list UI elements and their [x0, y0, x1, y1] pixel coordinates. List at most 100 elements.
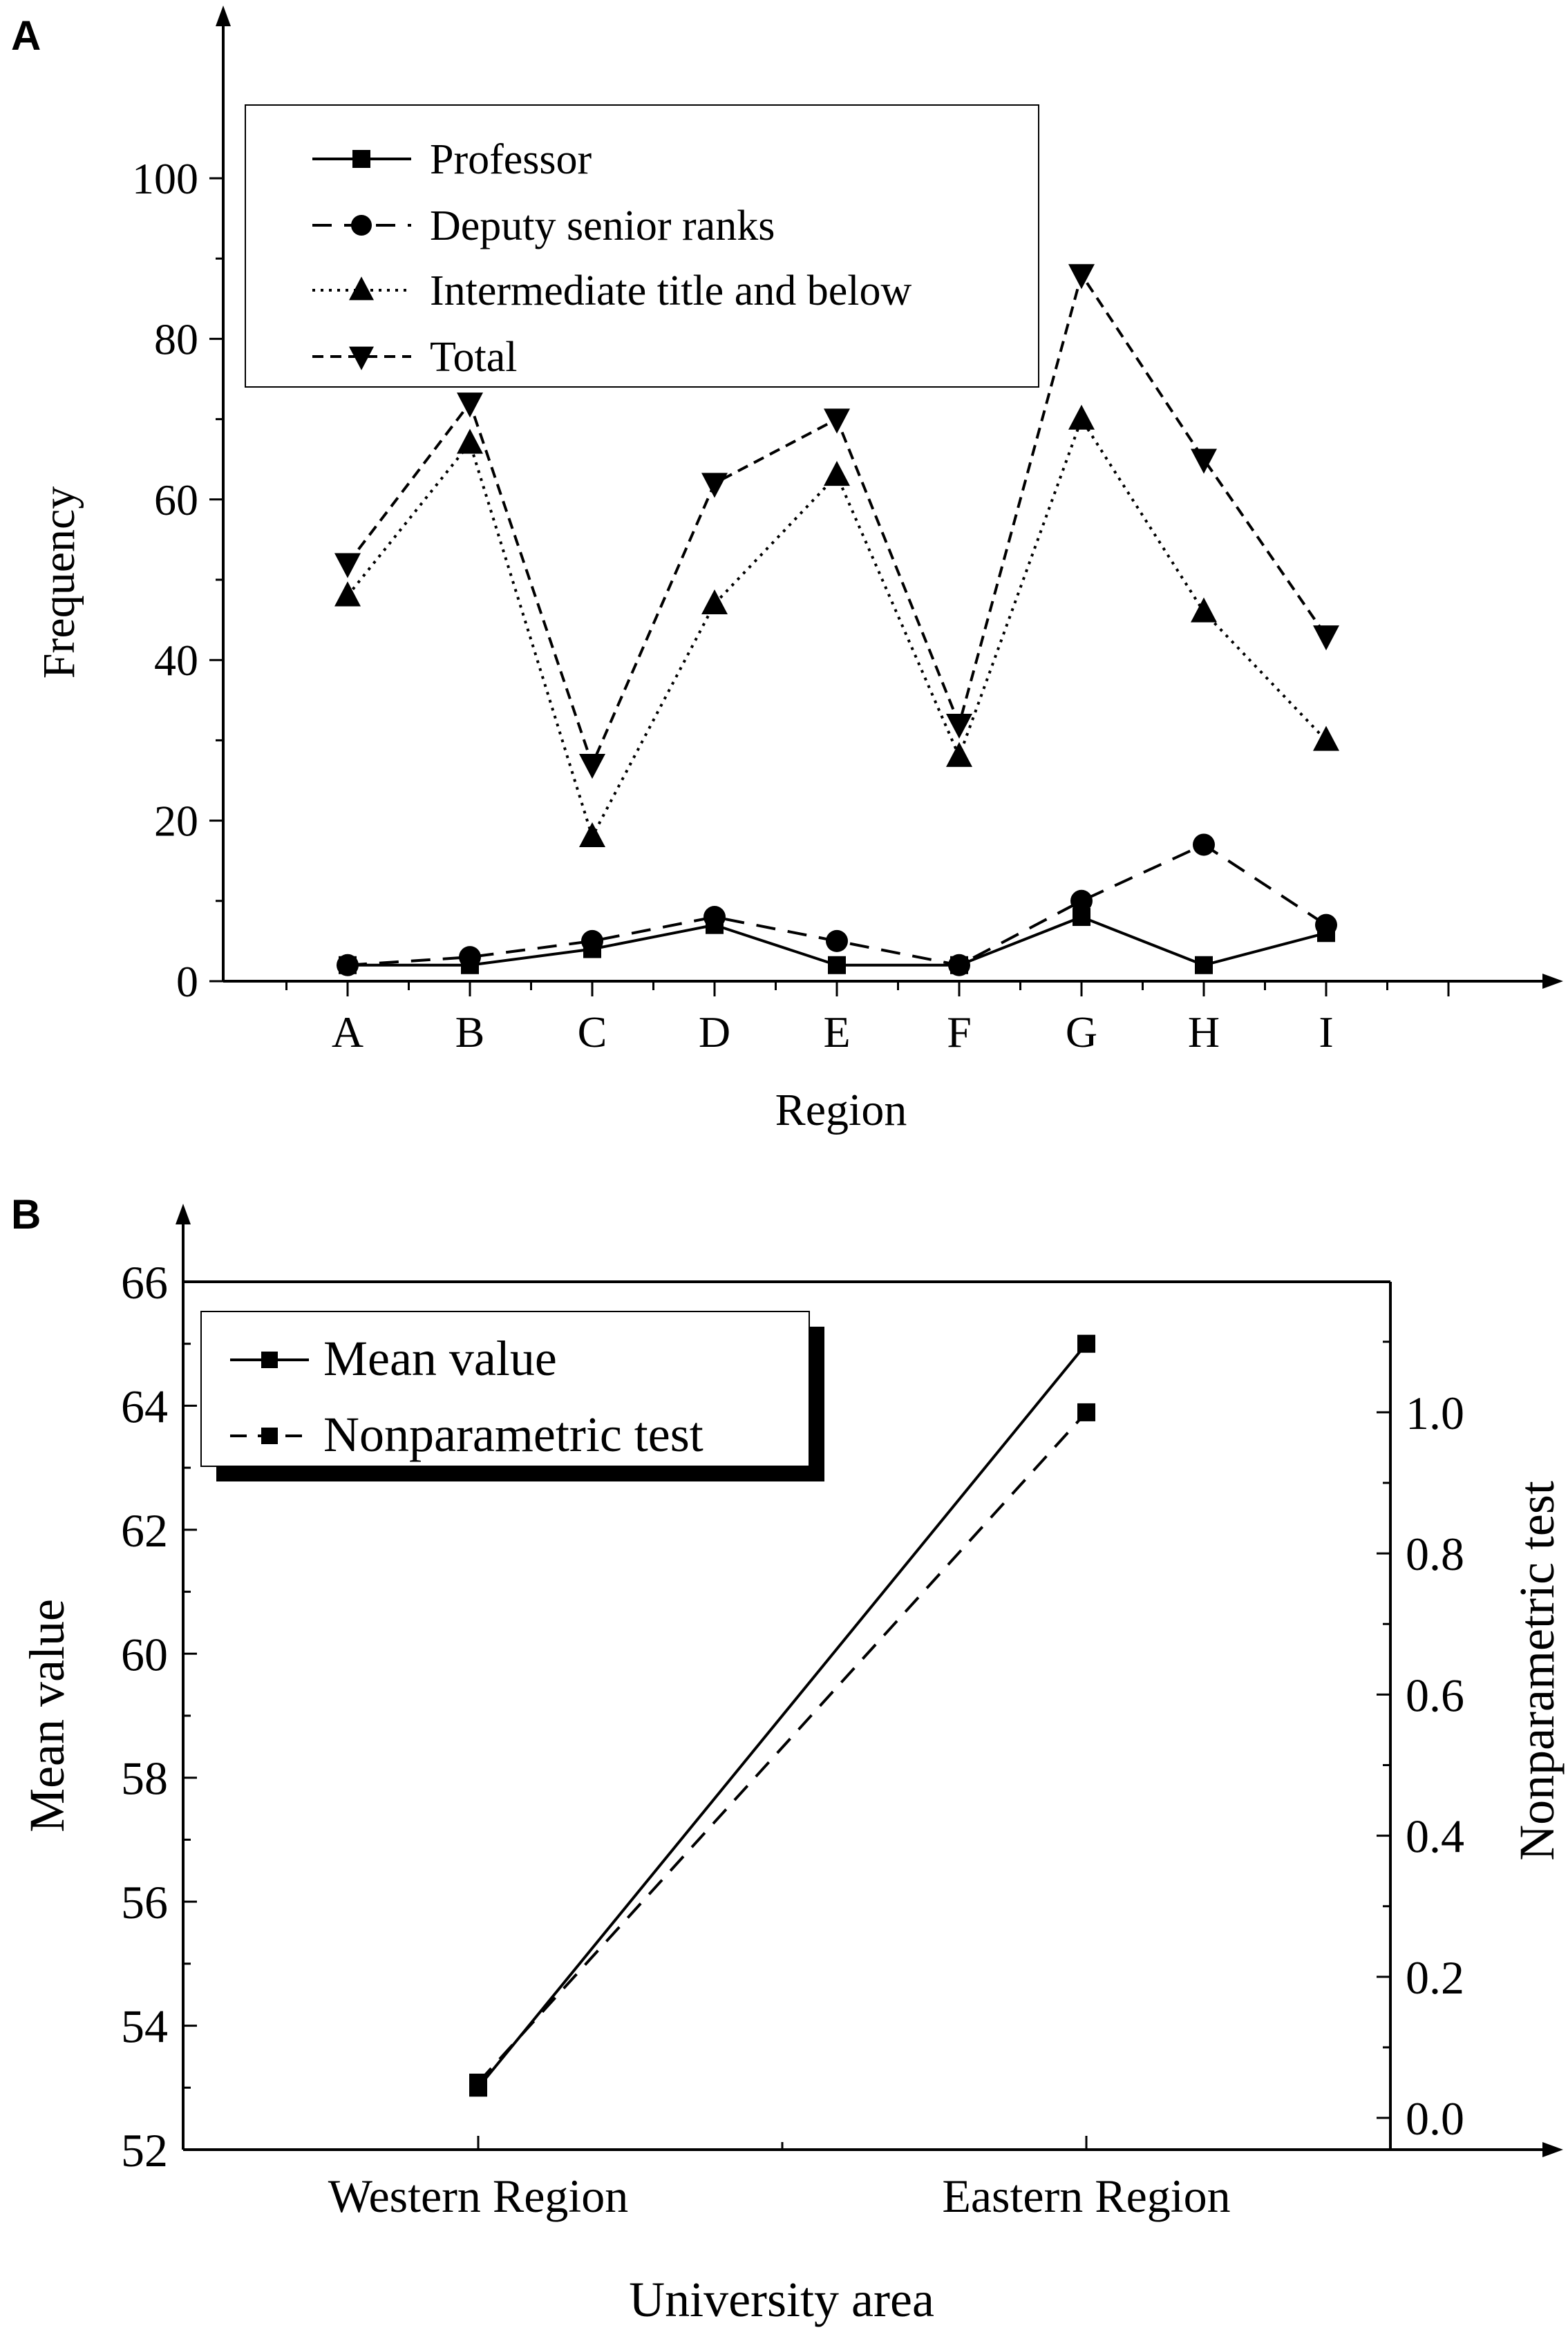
x-tick-label: E [823, 1007, 850, 1057]
data-point [1193, 833, 1215, 856]
data-point [1077, 1334, 1095, 1353]
legend-label: Professor [430, 136, 592, 183]
data-point [1313, 625, 1339, 651]
y-tick-label: 54 [121, 2000, 168, 2053]
x-tick-label: Eastern Region [942, 2170, 1230, 2222]
y-axis-arrow [216, 6, 231, 26]
series-line [477, 1411, 1088, 2084]
data-point [701, 589, 728, 615]
x-tick-label: B [455, 1007, 485, 1057]
data-point [1068, 264, 1095, 290]
x-tick-label: A [332, 1007, 363, 1057]
y-axis-arrow [176, 1204, 191, 1224]
series-deputy-senior-ranks [337, 833, 1337, 976]
data-point [1068, 404, 1095, 430]
panel-b-axes [176, 1204, 1563, 2157]
x-tick-label: H [1188, 1007, 1220, 1057]
square-marker [261, 1428, 278, 1444]
data-point [579, 754, 605, 779]
y-tick-label: 20 [154, 797, 198, 846]
legend-square-marker [352, 150, 370, 168]
data-point [334, 581, 361, 607]
y-tick-label: 56 [121, 1876, 168, 1929]
y2-tick-label: 0.4 [1406, 1810, 1464, 1863]
legend-item-nonparametric-test: Nonparametric test [230, 1407, 703, 1462]
y2-tick-label: 1.0 [1406, 1387, 1464, 1439]
legend-item-mean-value: Mean value [230, 1331, 557, 1386]
circle-marker [351, 215, 372, 236]
data-point [1315, 913, 1337, 936]
series-intermediate-title-and-below [334, 404, 1339, 848]
legend-label: Mean value [323, 1331, 557, 1386]
panel-a-y-ticks: 0 20 40 60 80 100 [132, 154, 223, 1006]
data-point [1191, 448, 1217, 474]
panel-b-legend: Mean value Nonparametric test [200, 1311, 824, 1481]
legend-triangle-up-marker [349, 276, 374, 301]
panel-a: A 0 20 40 60 80 100 A B C D E F G H I Region Frequenc… [11, 6, 1563, 1135]
y-tick-label: 80 [154, 314, 198, 363]
legend-square-marker [261, 1428, 278, 1444]
panel-a-legend: Professor Deputy senior ranks Intermedia… [245, 104, 1039, 388]
data-point [948, 954, 970, 976]
data-point [946, 741, 972, 767]
legend-item-deputy-senior-ranks: Deputy senior ranks [312, 202, 775, 249]
legend-label: Deputy senior ranks [430, 202, 775, 249]
y2-tick-label: 0.0 [1406, 2092, 1464, 2145]
legend-label: Total [430, 334, 518, 381]
data-point [824, 461, 850, 486]
panel-b-x-axis-title: University area [629, 2272, 934, 2327]
legend-square-marker [261, 1352, 278, 1368]
y-tick-label: 52 [121, 2124, 168, 2177]
panel-a-label: A [11, 12, 41, 59]
series-total [334, 264, 1339, 779]
data-point [1195, 956, 1213, 974]
legend-label: Nonparametric test [323, 1407, 703, 1462]
data-point [1313, 726, 1339, 751]
data-point [459, 946, 481, 969]
square-marker [261, 1352, 278, 1368]
panel-b-legend-box [200, 1311, 810, 1467]
series-line [346, 416, 1328, 841]
x-tick-label: C [578, 1007, 607, 1057]
data-point [828, 956, 846, 974]
x-axis-arrow [1542, 2142, 1563, 2157]
panel-a-axes [216, 6, 1563, 989]
panel-b-right-y-ticks: 0.0 0.2 0.4 0.6 0.8 1.0 [1377, 1341, 1464, 2145]
x-tick-label: D [699, 1007, 730, 1057]
panel-b-label: B [11, 1191, 41, 1238]
triangle-down-marker [349, 346, 374, 370]
square-marker [352, 150, 370, 168]
y-tick-label: 64 [121, 1380, 168, 1432]
y2-tick-label: 0.6 [1406, 1669, 1464, 1721]
x-tick-label: I [1319, 1007, 1333, 1057]
y-tick-label: 40 [154, 636, 198, 685]
panel-a-y-axis-title: Frequency [34, 486, 84, 679]
data-point [1070, 889, 1093, 912]
panel-b-y2-axis-title: Nonparametric test [1509, 1481, 1565, 1861]
data-point [469, 2073, 487, 2092]
panel-a-series [334, 264, 1339, 976]
y2-tick-label: 0.2 [1406, 1951, 1464, 2004]
series-nonparametric-test [469, 1403, 1095, 2092]
series-line [477, 1343, 1088, 2089]
data-point [581, 929, 603, 952]
data-point [1191, 597, 1217, 623]
data-point [1077, 1403, 1095, 1421]
data-point [701, 473, 728, 498]
legend-item-intermediate-title: Intermediate title and below [312, 267, 911, 314]
panel-b-series [469, 1334, 1095, 2097]
legend-label: Intermediate title and below [430, 267, 911, 314]
y-tick-label: 100 [132, 154, 198, 203]
legend-item-total: Total [312, 334, 518, 381]
x-tick-label: F [947, 1007, 972, 1057]
data-point [579, 822, 605, 848]
y-tick-label: 62 [121, 1504, 168, 1557]
y-tick-label: 58 [121, 1752, 168, 1805]
data-point [946, 713, 972, 739]
triangle-up-marker [349, 276, 374, 301]
panel-b: B 52 54 56 58 60 62 64 66 0.0 0.2 0.4 0.6 0.8 1.0 We… [11, 1191, 1565, 2327]
x-axis-arrow [1542, 974, 1563, 989]
y-tick-label: 66 [121, 1256, 168, 1309]
data-point [703, 906, 726, 929]
x-tick-label: Western Region [328, 2170, 629, 2222]
